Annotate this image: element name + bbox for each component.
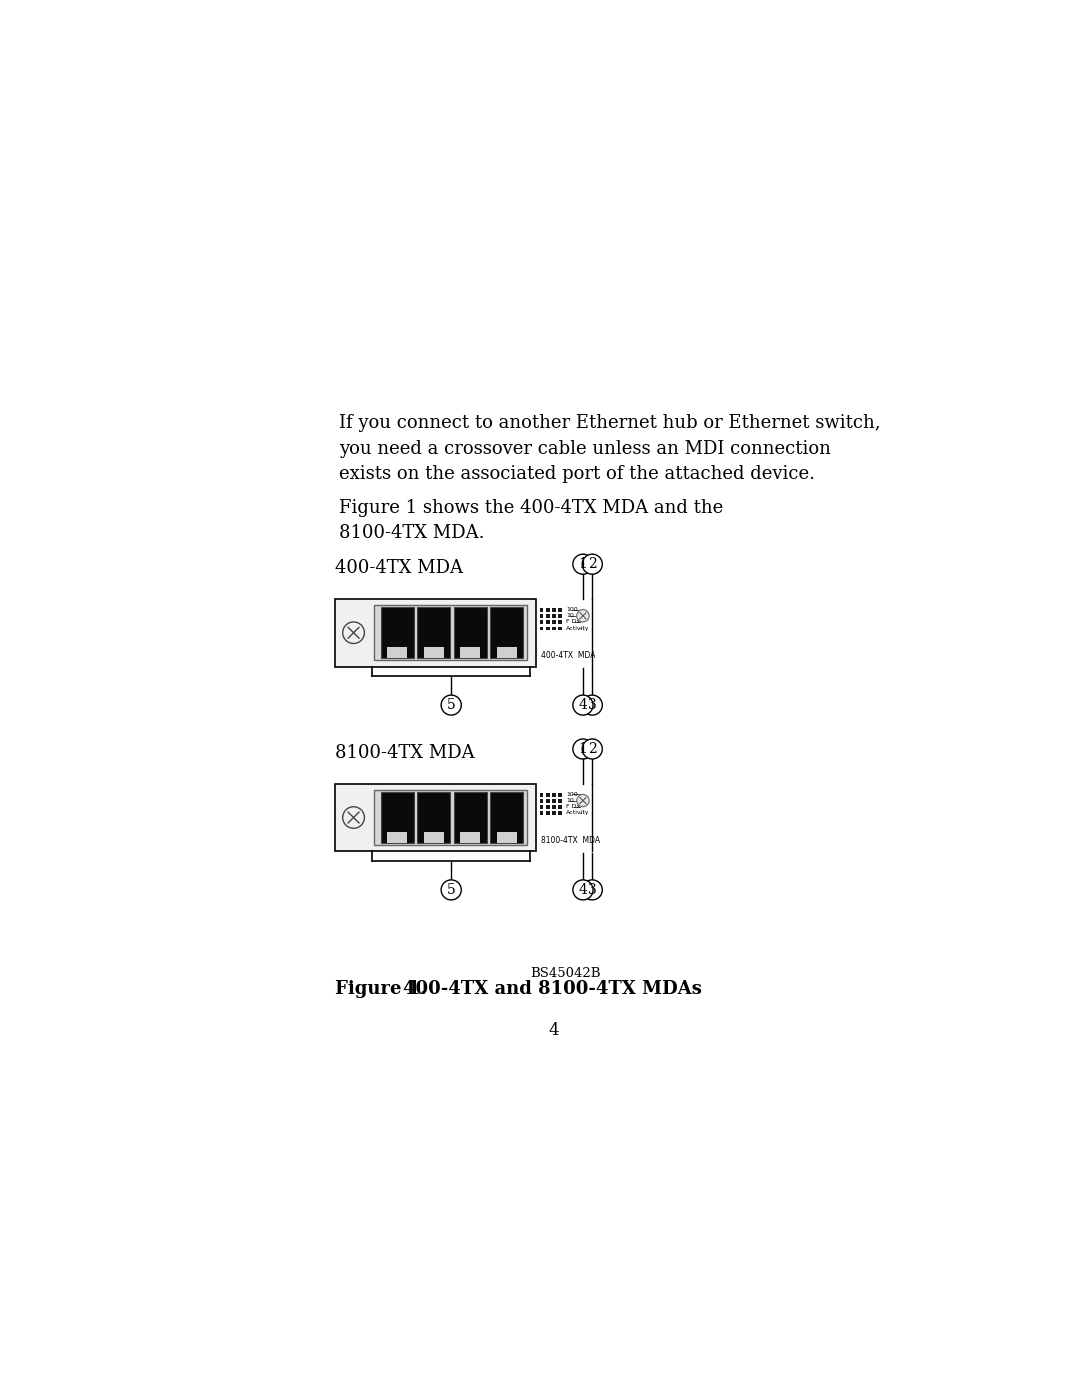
Bar [545,812,550,816]
Circle shape [572,555,593,574]
Bar [558,805,562,809]
Text: Figure 1 shows the 400-4TX MDA and the
8100-4TX MDA.: Figure 1 shows the 400-4TX MDA and the 8… [339,499,724,542]
Bar [545,620,550,624]
Circle shape [342,806,364,828]
Bar [380,608,414,658]
Text: 100: 100 [566,608,578,612]
Text: 2: 2 [588,742,596,756]
Bar [545,799,550,803]
Text: Activity: Activity [566,810,590,816]
Bar [552,608,556,612]
Bar [454,608,487,658]
Circle shape [441,880,461,900]
Bar [552,620,556,624]
Text: 8100-4TX MDA: 8100-4TX MDA [335,745,474,763]
Bar [540,812,543,816]
Text: F Dx: F Dx [566,619,580,624]
Bar [380,792,414,842]
Bar [540,627,543,630]
Text: BS45042B: BS45042B [530,967,600,979]
Circle shape [577,795,590,806]
Text: 100: 100 [566,792,578,796]
Bar [335,784,537,851]
Circle shape [577,609,590,622]
Bar [540,805,543,809]
Bar [558,620,562,624]
Text: 5: 5 [447,883,456,897]
Text: 10: 10 [566,798,573,803]
Bar [558,627,562,630]
Circle shape [572,739,593,759]
Bar [558,799,562,803]
Bar [552,793,556,796]
Bar [460,833,481,842]
Bar [423,833,444,842]
Bar [540,615,543,617]
Bar [454,792,487,842]
Text: 4: 4 [579,698,588,712]
Bar [558,608,562,612]
Circle shape [572,696,593,715]
Bar [388,833,407,842]
Text: Activity: Activity [566,626,590,630]
Bar [545,805,550,809]
Circle shape [582,739,603,759]
Text: 400-4TX and 8100-4TX MDAs: 400-4TX and 8100-4TX MDAs [403,979,702,997]
Bar [388,647,407,658]
Text: 10: 10 [566,613,573,619]
Bar [552,805,556,809]
Bar [540,799,543,803]
Circle shape [582,880,603,900]
Text: 400-4TX MDA: 400-4TX MDA [335,559,463,577]
Text: 1: 1 [579,742,588,756]
Bar [558,812,562,816]
Text: If you connect to another Ethernet hub or Ethernet switch,
you need a crossover : If you connect to another Ethernet hub o… [339,414,880,483]
Bar [490,792,524,842]
Text: 5: 5 [447,698,456,712]
Bar [552,812,556,816]
Text: 2: 2 [588,557,596,571]
Text: 4: 4 [549,1023,558,1039]
Bar [545,615,550,617]
Text: 400-4TX  MDA: 400-4TX MDA [541,651,595,661]
Bar [540,620,543,624]
Bar [552,799,556,803]
Bar [490,608,524,658]
Circle shape [582,555,603,574]
Text: 3: 3 [588,883,596,897]
Bar [460,647,481,658]
Text: 4: 4 [579,883,588,897]
Bar [540,793,543,796]
Bar [545,793,550,796]
Text: F Dx: F Dx [566,805,580,809]
Bar [545,608,550,612]
Bar [423,647,444,658]
Bar [335,599,537,666]
Circle shape [582,696,603,715]
Circle shape [572,880,593,900]
Bar [545,627,550,630]
Text: 1: 1 [579,557,588,571]
Bar [374,789,527,845]
Bar [540,608,543,612]
Text: Figure 1.: Figure 1. [335,979,427,997]
Bar [552,627,556,630]
Circle shape [441,696,461,715]
Bar [417,792,450,842]
Text: 8100-4TX  MDA: 8100-4TX MDA [541,837,600,845]
Circle shape [342,622,364,644]
Bar [552,615,556,617]
Bar [558,793,562,796]
Bar [374,605,527,661]
Bar [497,647,516,658]
Bar [417,608,450,658]
Bar [558,615,562,617]
Bar [497,833,516,842]
Text: 3: 3 [588,698,596,712]
